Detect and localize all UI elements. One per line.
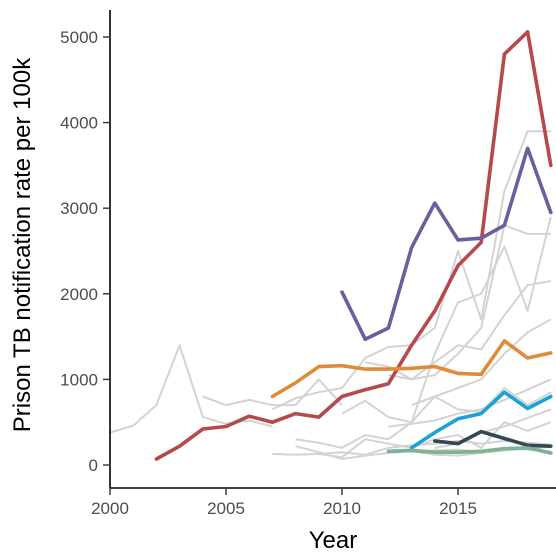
- highlighted-series-line-3: [270, 339, 553, 399]
- x-axis-title: Year: [309, 527, 358, 554]
- y-tick-label: 5000: [60, 28, 98, 47]
- y-tick-label: 2000: [60, 285, 98, 304]
- background-series-line-6: [388, 280, 551, 381]
- y-tick-label: 4000: [60, 114, 98, 133]
- highlighted-series-layer: [154, 30, 553, 461]
- y-tick-label: 0: [89, 456, 98, 475]
- highlighted-series-line-5: [433, 429, 553, 448]
- highlighted-series-line-2: [340, 146, 553, 341]
- x-axis-ticks: 2000 2005 2010 2015: [91, 488, 477, 518]
- x-tick-label: 2005: [207, 499, 245, 518]
- y-axis-ticks: 0 1000 2000 3000 4000 5000: [60, 28, 110, 475]
- y-tick-label: 3000: [60, 199, 98, 218]
- background-series-line-9: [272, 440, 551, 456]
- highlighted-series-line-6: [386, 446, 553, 455]
- background-series-line-11: [388, 378, 552, 428]
- x-tick-label: 2010: [323, 499, 361, 518]
- x-tick-label: 2000: [91, 499, 129, 518]
- background-series-line-4: [295, 216, 552, 449]
- background-series-line-1: [110, 344, 273, 434]
- highlighted-series-line-1: [154, 30, 553, 461]
- y-tick-label: 1000: [60, 370, 98, 389]
- y-axis-title: Prison TB notification rate per 100k: [9, 57, 36, 432]
- x-tick-label: 2015: [439, 499, 477, 518]
- highlighted-series-line-4: [409, 390, 553, 450]
- background-series-line-10: [341, 387, 552, 424]
- background-series-line-2: [202, 378, 343, 407]
